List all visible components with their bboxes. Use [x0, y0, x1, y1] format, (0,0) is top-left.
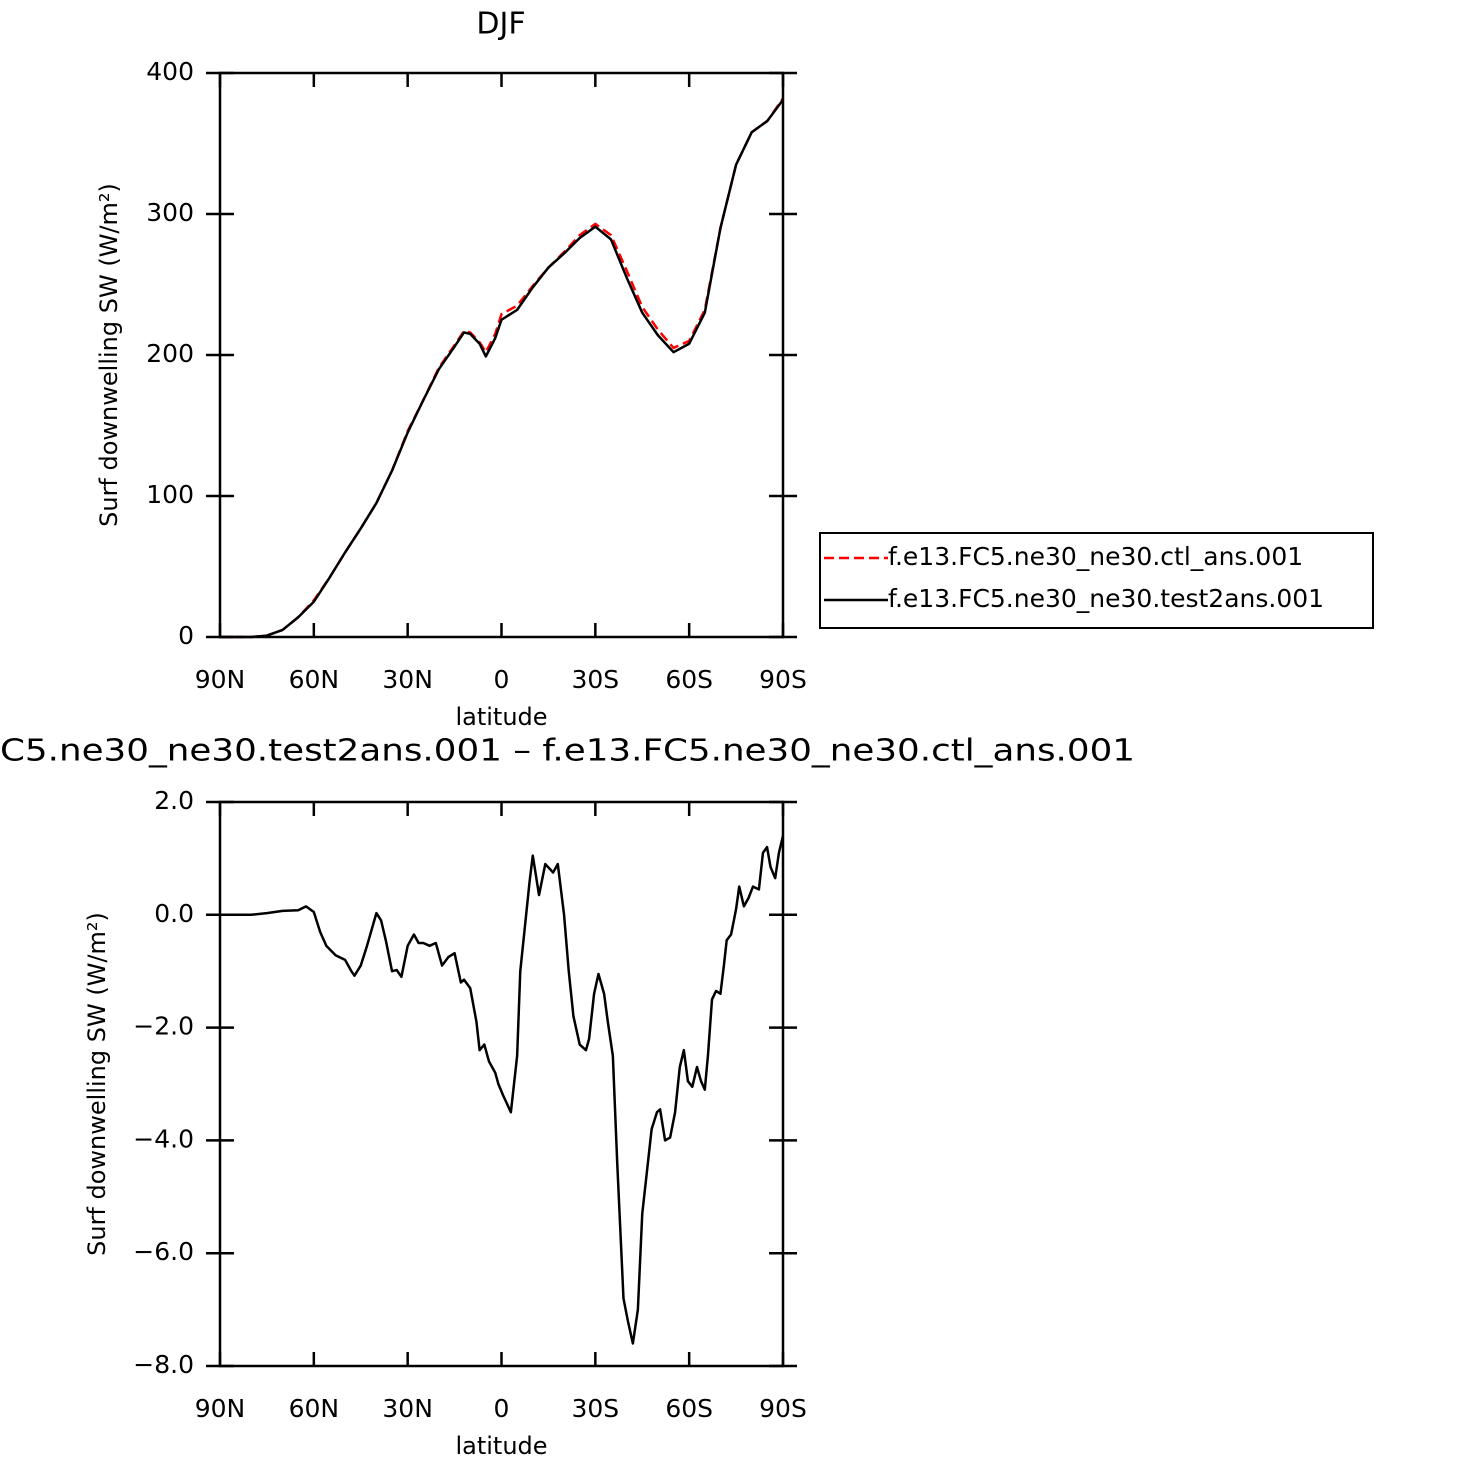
- y-tick-label: 300: [146, 198, 194, 227]
- y-tick-label: 0: [178, 621, 194, 650]
- plot-frame: [218, 71, 785, 639]
- y-tick-label: 2.0: [154, 786, 194, 815]
- x-tick-label: 0: [494, 1394, 510, 1423]
- x-tick-label: 90N: [195, 1394, 246, 1423]
- x-tick-label: 60N: [289, 665, 340, 694]
- x-tick-label: 60S: [665, 1394, 713, 1423]
- x-tick-label: 90S: [759, 1394, 807, 1423]
- x-tick-label: 60N: [289, 1394, 340, 1423]
- x-tick-label: 90N: [195, 665, 246, 694]
- x-tick-label: 60S: [665, 665, 713, 694]
- y-tick-label: 200: [146, 339, 194, 368]
- x-axis-label: latitude: [455, 703, 547, 731]
- y-tick-label: 400: [146, 57, 194, 86]
- legend-box: [819, 532, 1374, 629]
- chart-title: DJF: [476, 7, 525, 42]
- x-tick-label: 0: [494, 665, 510, 694]
- data-line: [220, 97, 785, 639]
- y-axis-label: Surf downwelling SW (W/m²): [83, 912, 111, 1256]
- y-tick-label: −2.0: [133, 1012, 194, 1041]
- legend-label: f.e13.FC5.ne30_ne30.ctl_ans.001: [888, 542, 1303, 571]
- y-axis-label: Surf downwelling SW (W/m²): [95, 183, 123, 527]
- x-tick-label: 90S: [759, 665, 807, 694]
- x-tick-label: 30S: [571, 1394, 619, 1423]
- chart-title: C5.ne30_ne30.test2ans.001 – f.e13.FC5.ne…: [0, 734, 1135, 769]
- data-line: [220, 835, 785, 1345]
- y-tick-label: 0.0: [154, 899, 194, 928]
- y-tick-label: 100: [146, 480, 194, 509]
- x-tick-label: 30S: [571, 665, 619, 694]
- data-line: [220, 99, 785, 639]
- x-tick-label: 30N: [382, 665, 433, 694]
- y-tick-label: −4.0: [133, 1124, 194, 1153]
- x-tick-label: 30N: [382, 1394, 433, 1423]
- plot-frame: [218, 800, 785, 1368]
- y-tick-label: −6.0: [133, 1237, 194, 1266]
- x-axis-label: latitude: [455, 1432, 547, 1460]
- y-tick-label: −8.0: [133, 1350, 194, 1379]
- legend-label: f.e13.FC5.ne30_ne30.test2ans.001: [888, 584, 1324, 613]
